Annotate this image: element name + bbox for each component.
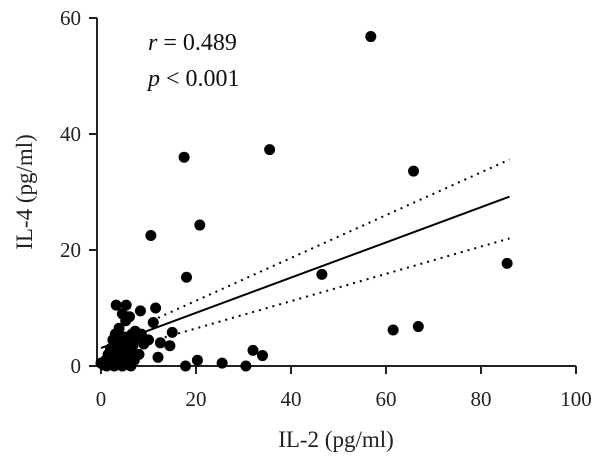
data-point bbox=[180, 360, 192, 372]
x-tick-label: 100 bbox=[560, 387, 592, 411]
data-point bbox=[147, 317, 159, 328]
data-point bbox=[134, 305, 146, 317]
data-point bbox=[124, 311, 135, 323]
axes bbox=[96, 18, 576, 367]
data-point bbox=[316, 268, 328, 280]
regression-line bbox=[100, 195, 510, 349]
y-axis-title: IL-4 (pg/ml) bbox=[12, 134, 37, 250]
data-point bbox=[412, 321, 424, 333]
data-point bbox=[240, 360, 252, 372]
y-tick-label: 0 bbox=[71, 354, 82, 378]
x-axis-title: IL-2 (pg/ml) bbox=[278, 427, 394, 452]
data-point bbox=[113, 322, 125, 334]
r-annotation: r = 0.489 bbox=[148, 30, 237, 56]
x-tick-label: 40 bbox=[281, 387, 302, 411]
data-point bbox=[257, 350, 268, 362]
ci-upper-line bbox=[157, 158, 510, 319]
data-point bbox=[164, 340, 176, 352]
ticks: 0 20 40 60 80 100 0 20 40 60 bbox=[60, 6, 592, 411]
r-symbol: r bbox=[148, 30, 158, 56]
data-point bbox=[143, 334, 154, 346]
x-tick-label: 20 bbox=[186, 387, 207, 411]
regression bbox=[100, 195, 510, 349]
data-point bbox=[110, 299, 122, 311]
data-point bbox=[178, 151, 190, 163]
data-point bbox=[408, 165, 420, 177]
data-point bbox=[191, 354, 203, 366]
data-point bbox=[133, 348, 145, 360]
x-tick-label: 60 bbox=[376, 387, 397, 411]
data-point bbox=[247, 344, 259, 356]
r-value: = 0.489 bbox=[157, 30, 237, 56]
x-tick-label: 0 bbox=[96, 387, 107, 411]
y-tick-label: 20 bbox=[60, 238, 81, 262]
x-tick-label: 80 bbox=[471, 387, 492, 411]
data-point bbox=[501, 257, 513, 269]
y-tick-label: 40 bbox=[60, 122, 81, 146]
data-point bbox=[194, 219, 206, 231]
ci-lower-line bbox=[157, 237, 510, 341]
data-point bbox=[152, 351, 164, 363]
p-annotation: p < 0.001 bbox=[146, 66, 240, 92]
data-point bbox=[387, 324, 399, 336]
data-point bbox=[150, 302, 162, 314]
data-point bbox=[154, 337, 166, 349]
data-point bbox=[365, 31, 377, 43]
data-point bbox=[166, 326, 178, 338]
y-tick-label: 60 bbox=[60, 6, 81, 30]
data-point bbox=[120, 299, 132, 311]
data-point bbox=[181, 271, 192, 283]
data-points bbox=[95, 31, 513, 372]
data-point bbox=[264, 144, 276, 156]
p-symbol: p bbox=[146, 66, 160, 92]
data-point bbox=[216, 357, 228, 369]
p-value: < 0.001 bbox=[160, 66, 240, 92]
confidence-band bbox=[157, 158, 510, 341]
data-point bbox=[145, 230, 157, 241]
